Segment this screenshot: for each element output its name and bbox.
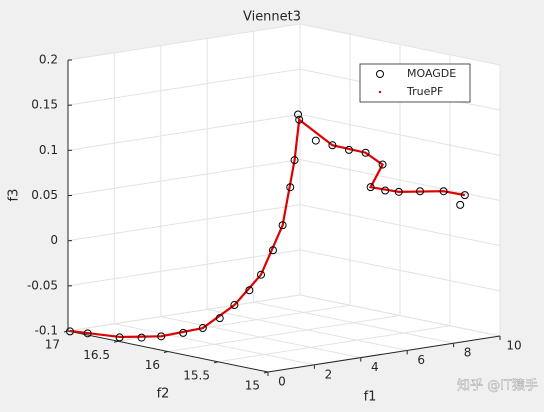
legend-label: TruePF bbox=[406, 85, 443, 98]
data-point bbox=[198, 324, 207, 333]
y-tick-label: 17 bbox=[45, 338, 60, 352]
axis-line bbox=[267, 335, 501, 373]
grid-line bbox=[67, 113, 301, 151]
x-tick-label: 8 bbox=[464, 346, 472, 360]
legend-marker bbox=[378, 90, 382, 94]
data-point bbox=[83, 329, 92, 338]
x-tick-label: 10 bbox=[506, 339, 521, 353]
data-point bbox=[268, 246, 277, 255]
z-tick-label: 0.2 bbox=[39, 53, 58, 67]
z-tick-label: 0.1 bbox=[39, 143, 58, 157]
data-point bbox=[345, 145, 353, 154]
grid-line bbox=[299, 159, 501, 201]
grid-line bbox=[299, 204, 501, 247]
grid-line bbox=[67, 23, 301, 61]
y-axis-label: f2 bbox=[157, 387, 170, 402]
data-point bbox=[456, 200, 465, 209]
grid-line bbox=[67, 249, 301, 287]
series-line bbox=[69, 117, 466, 339]
z-tick-label: -0.1 bbox=[35, 324, 58, 338]
axis-line bbox=[67, 330, 269, 373]
x-tick-label: 0 bbox=[278, 375, 286, 389]
legend-box bbox=[359, 63, 471, 103]
grid-line bbox=[117, 304, 351, 342]
data-point bbox=[290, 156, 299, 165]
z-tick-label: 0 bbox=[50, 233, 58, 247]
data-point bbox=[245, 286, 254, 295]
data-point bbox=[179, 328, 188, 337]
data-point bbox=[366, 183, 375, 192]
chart-title: Viennet3 bbox=[243, 10, 301, 25]
z-tick-label: -0.05 bbox=[27, 278, 58, 292]
data-point bbox=[328, 141, 337, 150]
data-point bbox=[381, 186, 390, 195]
grid-line bbox=[67, 294, 301, 332]
data-point bbox=[460, 191, 469, 200]
z-axis-label: f3 bbox=[7, 189, 22, 202]
data-point bbox=[137, 333, 146, 342]
data-point bbox=[416, 187, 425, 196]
grid-line bbox=[299, 113, 501, 156]
y-tick-label: 16.5 bbox=[83, 348, 110, 362]
y-tick-label: 15 bbox=[245, 379, 260, 393]
grid-line bbox=[217, 325, 451, 363]
x-tick-label: 2 bbox=[325, 367, 333, 381]
x-axis-label: f1 bbox=[364, 390, 377, 405]
data-point bbox=[278, 221, 287, 230]
legend-marker bbox=[376, 70, 384, 78]
data-point bbox=[295, 115, 304, 124]
x-tick-label: 4 bbox=[371, 360, 379, 374]
data-point bbox=[257, 270, 265, 279]
z-tick-label: 0.05 bbox=[31, 188, 58, 202]
data-point bbox=[439, 187, 448, 196]
data-point bbox=[157, 332, 166, 341]
axes: 0 2 4 6 8 10 15 15.5 16 16.5 17-0.1 -0.05 0 0.05 0.1 0.… bbox=[27, 23, 522, 393]
grid-line bbox=[299, 249, 501, 292]
data-point bbox=[115, 333, 124, 342]
data-point bbox=[286, 183, 295, 192]
data-point bbox=[215, 314, 224, 323]
grid-line bbox=[167, 315, 401, 352]
y-tick-label: 15.5 bbox=[183, 368, 210, 382]
grid-line bbox=[67, 68, 301, 106]
data-point bbox=[294, 110, 303, 119]
data-point bbox=[394, 187, 403, 196]
watermark: 知乎 @IT猿手 bbox=[457, 378, 538, 394]
data-point bbox=[66, 327, 74, 336]
grid-line bbox=[299, 23, 501, 66]
data-point bbox=[311, 136, 320, 145]
data-point bbox=[378, 160, 387, 169]
z-tick-label: 0.15 bbox=[31, 98, 58, 112]
legend-label: MOAGDE bbox=[407, 67, 456, 80]
grid-line bbox=[299, 294, 501, 337]
grid-line bbox=[67, 159, 301, 196]
data-point bbox=[361, 148, 370, 157]
data-point bbox=[230, 301, 239, 310]
x-tick-label: 6 bbox=[417, 353, 425, 367]
grid-line bbox=[67, 204, 301, 242]
tick-mark bbox=[63, 330, 69, 333]
y-tick-label: 16 bbox=[145, 358, 160, 372]
